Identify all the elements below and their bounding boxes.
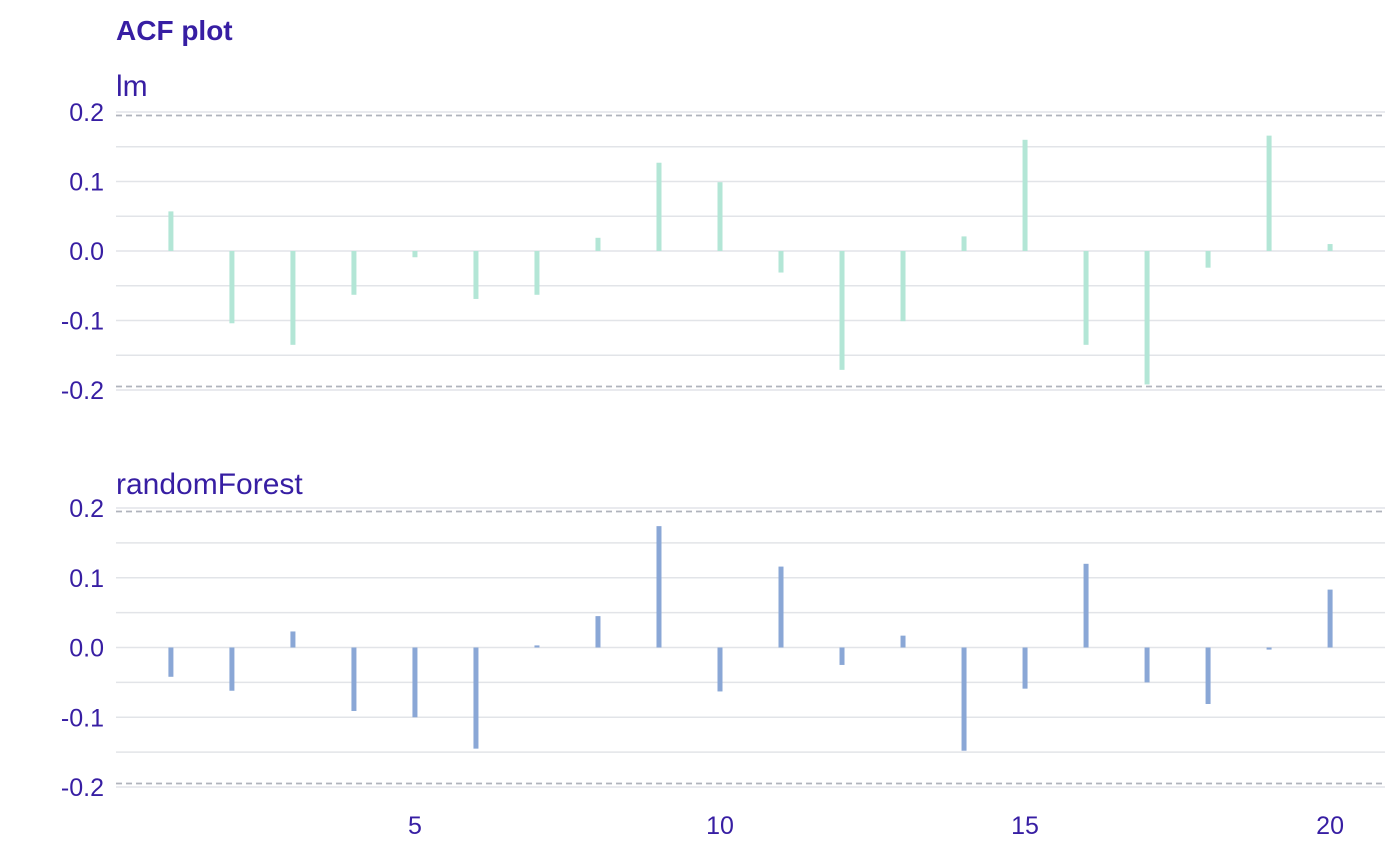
acf-bar xyxy=(473,647,479,749)
acf-bar xyxy=(656,526,662,648)
acf-bar xyxy=(351,251,357,295)
y-tick-label: 0.0 xyxy=(69,238,104,266)
y-tick-label: 0.2 xyxy=(69,99,104,127)
acf-bar xyxy=(1205,251,1211,268)
acf-bar xyxy=(961,236,967,251)
x-tick-label: 20 xyxy=(1316,812,1344,840)
acf-bar xyxy=(961,647,967,751)
acf-bar xyxy=(839,647,845,665)
acf-bar xyxy=(534,251,540,295)
facet-label: lm xyxy=(116,70,148,103)
acf-bar xyxy=(595,616,601,648)
acf-bar xyxy=(900,635,906,648)
acf-bar xyxy=(229,647,235,691)
acf-bar xyxy=(1022,647,1028,689)
y-tick-label: -0.2 xyxy=(61,774,104,802)
x-tick-label: 10 xyxy=(706,812,734,840)
chart-panels: lm 0.2 0.1 0.0 -0.1 -0.2 randomForest 0.2 0.1 0.0… xyxy=(61,70,1385,802)
y-tick-label: -0.1 xyxy=(61,704,104,732)
acf-bar xyxy=(900,251,906,322)
acf-bar xyxy=(1327,589,1333,648)
acf-bar xyxy=(534,645,540,648)
acf-bar xyxy=(1144,647,1150,683)
acf-bar xyxy=(290,251,296,345)
panel-lm: lm 0.2 0.1 0.0 -0.1 -0.2 xyxy=(61,70,1385,405)
acf-bar xyxy=(839,251,845,370)
acf-bar xyxy=(778,566,784,648)
y-tick-label: -0.1 xyxy=(61,308,104,336)
acf-bar xyxy=(1083,563,1089,648)
y-tick-label: 0.2 xyxy=(69,495,104,523)
acf-bar xyxy=(656,162,662,251)
chart-title: ACF plot xyxy=(116,15,233,46)
facet-label: randomForest xyxy=(116,468,303,501)
acf-bar xyxy=(412,647,418,718)
acf-bar xyxy=(717,647,723,692)
panel-randomForest: randomForest 0.2 0.1 0.0 -0.1 -0.2 xyxy=(61,468,1385,802)
acf-bar xyxy=(412,251,418,258)
acf-bar xyxy=(1266,647,1272,650)
acf-bar xyxy=(473,251,479,299)
acf-bar xyxy=(1266,135,1272,251)
y-tick-label: 0.1 xyxy=(69,169,104,197)
acf-bar xyxy=(229,251,235,324)
acf-bar xyxy=(168,211,174,251)
acf-bar xyxy=(290,631,296,648)
y-tick-label: 0.1 xyxy=(69,565,104,593)
acf-bar xyxy=(1022,139,1028,251)
acf-bar xyxy=(1144,251,1150,385)
x-tick-label: 5 xyxy=(408,812,422,840)
x-tick-label: 15 xyxy=(1011,812,1039,840)
acf-bar xyxy=(168,647,174,677)
acf-bar xyxy=(351,647,357,711)
y-tick-label: -0.2 xyxy=(61,377,104,405)
y-tick-label: 0.0 xyxy=(69,635,104,663)
acf-bar xyxy=(717,182,723,251)
acf-bar xyxy=(778,251,784,273)
acf-bar xyxy=(1083,251,1089,345)
acf-bar xyxy=(1205,647,1211,704)
acf-bar xyxy=(595,237,601,251)
acf-bar xyxy=(1327,244,1333,251)
x-axis: 5 10 15 20 xyxy=(408,812,1344,840)
